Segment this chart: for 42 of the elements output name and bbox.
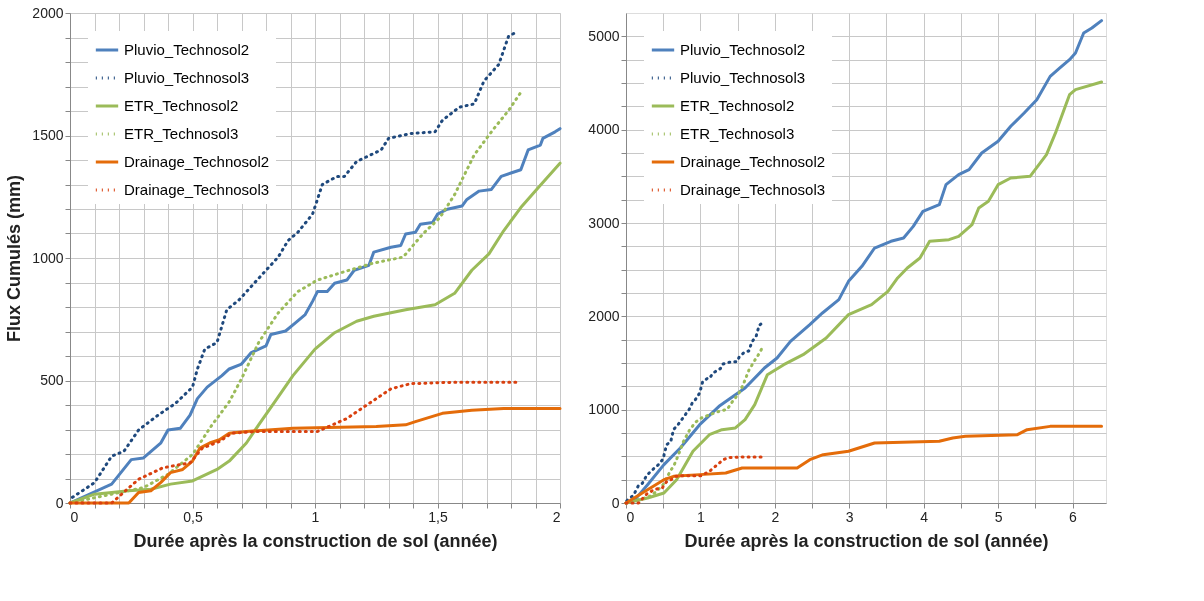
x-tick-label: 4 bbox=[920, 508, 929, 525]
legend-label: Pluvio_Technosol3 bbox=[680, 69, 806, 86]
line-series bbox=[68, 380, 518, 505]
x-tick-label: 1,5 bbox=[428, 508, 448, 525]
x-tick-label: 1 bbox=[697, 508, 706, 525]
line-series bbox=[70, 30, 518, 499]
line-series bbox=[624, 455, 763, 505]
y-axis-title: Flux Cumulés (mm) bbox=[4, 174, 25, 343]
legend-label: ETR_Technosol2 bbox=[124, 97, 239, 114]
legend-label: Pluvio_Technosol3 bbox=[124, 69, 250, 86]
y-tick-label: 5000 bbox=[588, 27, 620, 44]
legend-label: Pluvio_Technosol2 bbox=[680, 41, 806, 58]
y-tick-label: 3000 bbox=[588, 214, 620, 231]
y-tick-label: 0 bbox=[611, 494, 620, 511]
x-tick-label: 0 bbox=[626, 508, 635, 525]
x-tick-label: 5 bbox=[994, 508, 1003, 525]
y-tick-label: 1500 bbox=[32, 127, 64, 143]
y-tick-label: 1000 bbox=[32, 249, 64, 266]
x-tick-label: 0,5 bbox=[183, 508, 203, 525]
x-tick-label: 6 bbox=[1069, 508, 1078, 525]
y-tick-label: 0 bbox=[55, 494, 64, 511]
line-series bbox=[625, 322, 763, 503]
legend-label: Pluvio_Technosol2 bbox=[124, 41, 250, 58]
y-tick-label: 2000 bbox=[32, 4, 64, 21]
y-tick-label: 500 bbox=[40, 372, 64, 388]
x-tick-label: 0 bbox=[70, 508, 79, 525]
legend-label: Drainage_Technosol3 bbox=[124, 181, 270, 198]
legend-label: Drainage_Technosol2 bbox=[124, 153, 270, 170]
legend-label: ETR_Technosol2 bbox=[680, 97, 795, 114]
x-tick-label: 3 bbox=[845, 508, 854, 525]
x-axis-title: Durée après la construction de sol (année) bbox=[133, 530, 498, 551]
y-tick-label: 2000 bbox=[588, 307, 620, 324]
y-tick-label: 1000 bbox=[588, 401, 620, 418]
legend-label: ETR_Technosol3 bbox=[124, 125, 239, 142]
x-tick-label: 1 bbox=[311, 508, 320, 525]
x-tick-label: 2 bbox=[552, 508, 561, 525]
x-axis-title: Durée après la construction de sol (année) bbox=[684, 530, 1049, 551]
legend-label: ETR_Technosol3 bbox=[680, 125, 795, 142]
y-tick-label: 4000 bbox=[588, 121, 620, 138]
legend-label: Drainage_Technosol2 bbox=[680, 153, 826, 170]
x-tick-label: 2 bbox=[771, 508, 780, 525]
legend-label: Drainage_Technosol3 bbox=[680, 181, 826, 198]
